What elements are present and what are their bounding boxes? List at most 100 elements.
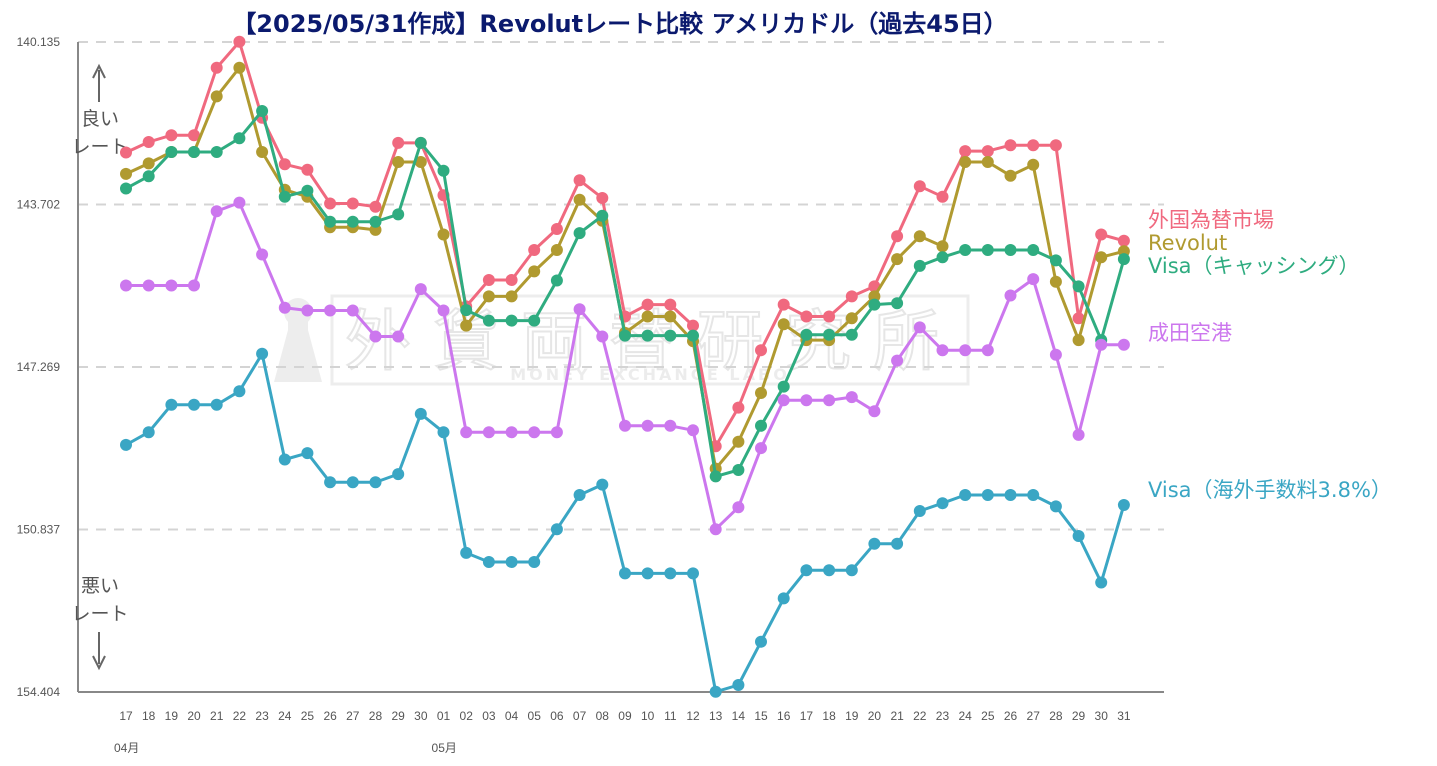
good-rate-line1: 良い — [81, 108, 119, 130]
data-point — [1117, 234, 1130, 247]
series-2 — [120, 105, 1130, 483]
data-point — [936, 497, 949, 510]
data-point — [120, 182, 132, 195]
data-point — [392, 156, 405, 168]
data-point — [550, 244, 563, 256]
data-point — [1049, 139, 1062, 152]
data-point — [142, 170, 155, 183]
data-point — [256, 248, 269, 261]
data-point — [188, 146, 200, 158]
data-point — [891, 537, 904, 550]
data-point — [188, 129, 200, 142]
data-point — [550, 223, 563, 235]
watermark-char: 所 — [873, 303, 939, 380]
data-point — [573, 489, 586, 501]
data-point — [755, 635, 767, 648]
series-line — [125, 40, 1125, 448]
data-point — [755, 387, 767, 399]
data-point — [505, 426, 518, 439]
legend-entry: Visa（海外手数料3.8%） — [1148, 478, 1392, 502]
data-point — [664, 329, 677, 342]
data-point — [913, 180, 926, 193]
data-point — [505, 274, 518, 286]
data-point — [664, 419, 677, 432]
data-point — [414, 156, 427, 168]
data-point — [1049, 275, 1062, 288]
data-point — [573, 174, 586, 187]
data-point — [1072, 312, 1085, 325]
data-point — [981, 344, 994, 357]
data-point — [301, 304, 314, 317]
x-tick-label: 25 — [981, 709, 995, 723]
data-point — [369, 476, 382, 489]
x-tick-label: 15 — [754, 709, 768, 723]
data-point — [1072, 280, 1085, 293]
data-point — [800, 564, 813, 577]
data-point — [913, 505, 926, 517]
data-point — [550, 426, 563, 439]
watermark-text: MONEY EXCHANGE LABO — [510, 365, 790, 384]
x-tick-label: 18 — [142, 709, 156, 723]
data-point — [1004, 169, 1017, 182]
x-tick-label: 29 — [1072, 709, 1086, 723]
data-point — [346, 476, 359, 489]
data-point — [233, 35, 246, 48]
data-point — [891, 297, 904, 310]
data-point — [165, 279, 178, 292]
legend-entry: Revolut — [1148, 231, 1227, 255]
x-tick-label: 13 — [709, 709, 723, 723]
data-point — [528, 556, 541, 568]
data-point — [165, 129, 178, 142]
data-point — [414, 283, 427, 296]
x-tick-label: 27 — [1027, 709, 1041, 723]
data-point — [1049, 348, 1062, 361]
data-point — [891, 230, 904, 243]
data-point — [913, 230, 926, 243]
data-point — [278, 190, 291, 203]
data-point — [1004, 289, 1017, 302]
data-point — [278, 158, 291, 171]
x-tick-label: 17 — [800, 709, 814, 723]
data-point — [460, 546, 473, 559]
x-tick-label: 11 — [664, 709, 677, 723]
data-point — [732, 401, 745, 414]
data-point — [437, 164, 450, 177]
x-tick-label: 04 — [505, 709, 519, 723]
data-point — [324, 197, 337, 210]
data-point — [324, 304, 337, 317]
x-tick-label: 10 — [641, 709, 655, 723]
x-tick-label: 07 — [573, 709, 587, 723]
y-tick-label: 150.837 — [17, 523, 61, 537]
data-point — [687, 567, 699, 580]
data-point — [120, 146, 132, 159]
x-tick-label: 30 — [1095, 709, 1109, 723]
bad-rate-line1: 悪い — [81, 575, 119, 597]
data-point — [619, 567, 631, 580]
x-tick-label: 23 — [936, 709, 950, 723]
data-point — [210, 205, 223, 218]
x-tick-label: 09 — [618, 709, 632, 723]
data-point — [188, 279, 200, 292]
x-tick-label: 22 — [913, 709, 927, 723]
data-point — [437, 304, 450, 317]
x-tick-label: 28 — [369, 709, 383, 723]
x-tick-label: 21 — [890, 709, 904, 723]
data-point — [142, 279, 155, 292]
month-label: 04月 — [114, 741, 139, 755]
data-point — [936, 251, 949, 264]
down-arrow-head-icon — [92, 655, 106, 671]
data-point — [891, 253, 904, 266]
x-tick-label: 21 — [210, 709, 224, 723]
x-tick-label: 06 — [550, 709, 564, 723]
data-point — [709, 470, 722, 483]
x-tick-labels: 17 18 19 20 21 22 23 24 25 26 27 28 29 30 01 02 03 04 05 06… — [119, 709, 1131, 723]
data-point — [392, 468, 405, 481]
data-point — [142, 157, 155, 170]
data-point — [482, 426, 495, 439]
data-point — [550, 274, 563, 287]
data-point — [165, 146, 178, 158]
data-point — [1117, 338, 1130, 351]
data-point — [959, 145, 972, 158]
data-point — [233, 132, 246, 145]
series-group — [120, 35, 1130, 698]
